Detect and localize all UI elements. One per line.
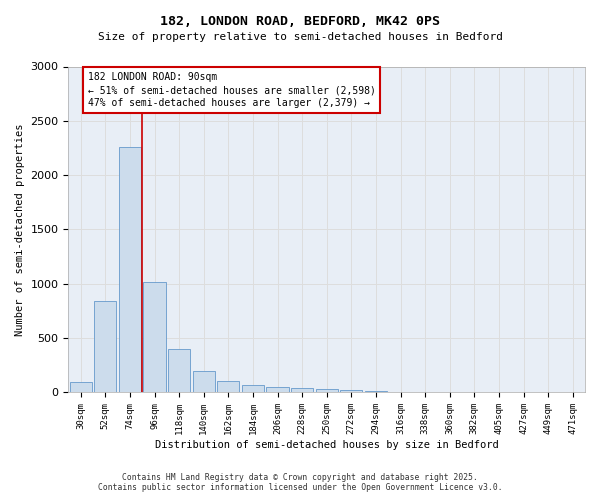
Bar	[168, 349, 190, 393]
Bar	[291, 388, 313, 392]
Bar	[266, 387, 289, 392]
Text: Size of property relative to semi-detached houses in Bedford: Size of property relative to semi-detach…	[97, 32, 503, 42]
Bar	[340, 390, 362, 392]
Bar	[365, 391, 387, 392]
Bar	[242, 386, 264, 392]
Text: 182, LONDON ROAD, BEDFORD, MK42 0PS: 182, LONDON ROAD, BEDFORD, MK42 0PS	[160, 15, 440, 28]
Bar	[316, 389, 338, 392]
Bar	[70, 382, 92, 392]
Bar	[217, 380, 239, 392]
Bar	[119, 147, 141, 392]
Text: Contains HM Land Registry data © Crown copyright and database right 2025.
Contai: Contains HM Land Registry data © Crown c…	[98, 473, 502, 492]
X-axis label: Distribution of semi-detached houses by size in Bedford: Distribution of semi-detached houses by …	[155, 440, 499, 450]
Bar	[94, 301, 116, 392]
Bar	[193, 370, 215, 392]
Y-axis label: Number of semi-detached properties: Number of semi-detached properties	[15, 123, 25, 336]
Bar	[143, 282, 166, 393]
Text: 182 LONDON ROAD: 90sqm
← 51% of semi-detached houses are smaller (2,598)
47% of : 182 LONDON ROAD: 90sqm ← 51% of semi-det…	[88, 72, 376, 108]
